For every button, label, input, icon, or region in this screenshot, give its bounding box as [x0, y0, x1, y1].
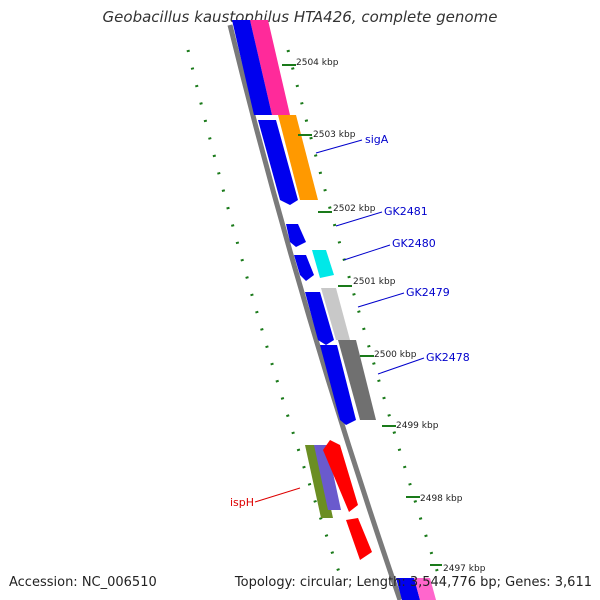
gene-feature-sigA[interactable]	[278, 115, 318, 200]
map-title: Geobacillus kaustophilus HTA426, complet…	[102, 8, 498, 26]
gene-feature-magenta[interactable]	[250, 20, 290, 115]
gene-feature-GK2480[interactable]	[294, 255, 314, 281]
leader-sigA	[315, 139, 363, 154]
gene-label-sigA[interactable]: sigA	[365, 133, 389, 146]
kbp-label-2503: 2503 kbp	[313, 130, 356, 140]
gene-feature-GK2478-blue[interactable]	[320, 345, 356, 425]
gene-label-GK2478[interactable]: GK2478	[426, 351, 470, 364]
gene-feature-ispH[interactable]	[323, 440, 358, 512]
gene-feature-purple[interactable]	[314, 445, 341, 510]
leader-ispH	[254, 487, 301, 503]
gene-feature-GK2481[interactable]	[286, 224, 306, 247]
gene-feature-GK2478[interactable]	[338, 340, 376, 420]
gene-label-GK2481[interactable]: GK2481	[384, 205, 428, 218]
gene-feature-blue[interactable]	[232, 20, 272, 115]
kbp-label-2497: 2497 kbp	[443, 564, 486, 574]
leader-GK2478	[377, 357, 425, 375]
gene-feature-GK2479[interactable]	[321, 288, 350, 340]
leader-GK2480	[343, 244, 391, 261]
gene-arrow-blue[interactable]	[258, 120, 298, 205]
kbp-label-2501: 2501 kbp	[353, 277, 396, 287]
kbp-label-2504: 2504 kbp	[296, 58, 339, 68]
accession-text: Accession: NC_006510	[9, 575, 157, 590]
gene-label-GK2480[interactable]: GK2480	[392, 237, 436, 250]
gene-labels: sigA GK2481 GK2480 GK2479 GK2478 ispH	[230, 133, 470, 509]
gene-feature-red-lower[interactable]	[346, 518, 372, 560]
genome-summary-text: Topology: circular; Length: 3,544,776 bp…	[234, 575, 592, 590]
leader-GK2479	[357, 292, 405, 308]
kbp-label-2498: 2498 kbp	[420, 494, 463, 504]
kbp-label-2500: 2500 kbp	[374, 350, 417, 360]
gene-feature-bottom-pink[interactable]	[414, 578, 436, 600]
genome-backbone	[227, 24, 403, 600]
gene-feature-bottom-blue[interactable]	[396, 578, 420, 600]
kbp-label-2499: 2499 kbp	[396, 421, 439, 431]
gene-label-GK2479[interactable]: GK2479	[406, 286, 450, 299]
gene-label-ispH[interactable]: ispH	[230, 496, 254, 509]
gene-feature-GK2479-blue[interactable]	[305, 292, 334, 345]
kbp-scale: 2504 kbp 2503 kbp 2502 kbp 2501 kbp 2500…	[282, 58, 486, 574]
leader-GK2481	[335, 211, 383, 227]
gene-feature-GK2480-cyan[interactable]	[312, 250, 334, 278]
kbp-label-2502: 2502 kbp	[333, 204, 376, 214]
